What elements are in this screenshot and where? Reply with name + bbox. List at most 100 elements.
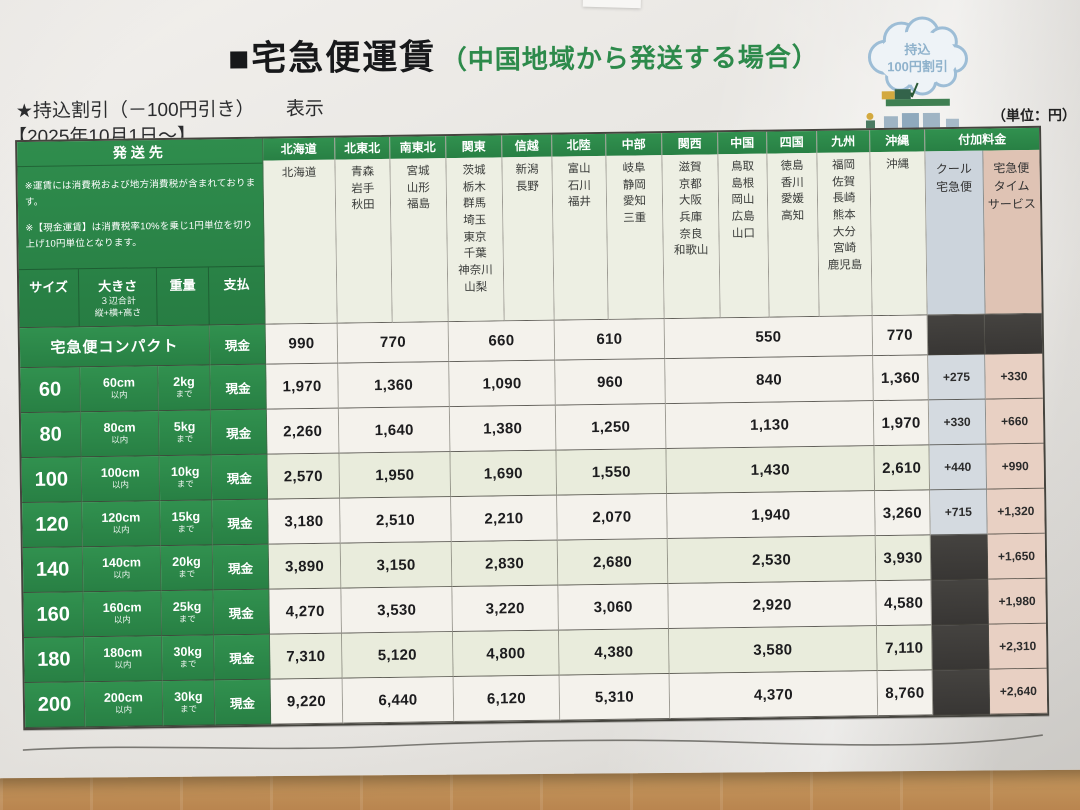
weight-cell: 25kg まで bbox=[161, 590, 215, 637]
fare-cell: 2,610 bbox=[874, 445, 931, 492]
prefecture-list: 滋賀 京都 大阪 兵庫 奈良 和歌山 bbox=[662, 154, 720, 319]
dimensions-note: ３辺合計 bbox=[99, 295, 136, 306]
region-column: 北陸 富山 石川 福井 bbox=[552, 133, 609, 321]
payment-cell: 現金 bbox=[212, 499, 269, 546]
prefecture-name: 徳島 bbox=[780, 160, 804, 173]
prefecture-name: 山形 bbox=[406, 182, 430, 195]
prefecture-list: 岐阜 静岡 愛知 三重 bbox=[606, 155, 664, 319]
surcharge-label-line: 宅急便 bbox=[935, 179, 973, 195]
prefecture-name: 茨城 bbox=[462, 164, 486, 177]
fare-cell: 2,210 bbox=[451, 495, 558, 543]
dimension-qualifier: 以内 bbox=[114, 704, 133, 715]
prefecture-name: 大分 bbox=[832, 226, 857, 239]
fare-cell: 3,060 bbox=[558, 584, 669, 631]
prefecture-name: 宮崎 bbox=[833, 242, 857, 256]
discount-text: ★持込割引（－100円引き） bbox=[15, 99, 255, 123]
region-header: 北陸 bbox=[552, 133, 606, 157]
region-header: 南東北 bbox=[390, 136, 446, 159]
time-surcharge-cell: +2,640 bbox=[989, 668, 1048, 715]
fare-cell: 990 bbox=[265, 323, 339, 365]
dimension-qualifier: 以内 bbox=[114, 659, 132, 670]
dimension-cell: 160cm 以内 bbox=[83, 591, 163, 638]
prefecture-name: 高知 bbox=[781, 210, 805, 223]
surcharge-label-line: クール bbox=[935, 161, 972, 177]
prefecture-name: 愛知 bbox=[622, 195, 647, 208]
fare-cell: 3,150 bbox=[340, 542, 453, 589]
region-column: 信越 新潟 長野 bbox=[502, 134, 555, 322]
prefecture-list: 北海道 bbox=[263, 159, 337, 324]
surcharge-label-line: サービス bbox=[987, 196, 1036, 212]
fare-cell: 7,110 bbox=[876, 625, 933, 672]
fare-cell: 2,680 bbox=[557, 539, 669, 586]
prefecture-name: 岡山 bbox=[731, 194, 755, 207]
prefecture-name: 沖縄 bbox=[885, 158, 910, 171]
prefecture-name: 岩手 bbox=[351, 182, 375, 196]
prefecture-list: 富山 石川 福井 bbox=[552, 155, 608, 320]
prefecture-name: 兵庫 bbox=[679, 211, 703, 224]
fare-cell: 1,640 bbox=[338, 407, 451, 454]
weight-cell: 20kg まで bbox=[160, 545, 214, 592]
payment-cell: 現金 bbox=[212, 544, 270, 591]
region-column: 九州 福岡 佐賀 長崎 熊本 大分 宮崎 鹿児島 bbox=[817, 130, 873, 317]
weight-cell: 5kg まで bbox=[158, 410, 212, 457]
region-column: 沖縄 沖縄 bbox=[870, 129, 928, 317]
prefecture-name: 京都 bbox=[678, 178, 702, 191]
prefecture-name: 広島 bbox=[731, 210, 755, 224]
time-surcharge-cell: +990 bbox=[986, 443, 1045, 490]
payment-cell: 現金 bbox=[211, 454, 269, 501]
prefecture-name: 群馬 bbox=[462, 197, 487, 211]
surcharge-subheaders: クール宅急便 宅急便 タイム サービス bbox=[925, 149, 1042, 315]
note-text: ※【現金運賃】は消費税率10%を乗じ1円単位を切り上げ10円単位となります。 bbox=[25, 220, 253, 251]
region-header: 関西 bbox=[662, 132, 718, 156]
fare-cell: 3,260 bbox=[875, 490, 931, 537]
unit-label: （単位：円） bbox=[991, 106, 1076, 124]
time-surcharge-cell: +660 bbox=[985, 398, 1044, 445]
size-cell: 100 bbox=[21, 457, 83, 504]
destination-panel: 発送先 ※運賃には消費税および地方消費税が含まれております。 ※【現金運賃】は消費税… bbox=[17, 138, 266, 329]
fare-cell: 2,830 bbox=[451, 540, 559, 588]
prefecture-list: 沖縄 bbox=[870, 151, 927, 316]
title-origin-note: （中国地域から発送する場合） bbox=[440, 41, 819, 75]
payment-cell: 現金 bbox=[214, 679, 272, 726]
fare-cell: 6,120 bbox=[453, 675, 561, 723]
fare-cell: 550 bbox=[664, 316, 874, 360]
prefecture-name: 島根 bbox=[731, 177, 755, 190]
prefecture-list: 青森 岩手 秋田 bbox=[335, 158, 392, 323]
region-header: 北東北 bbox=[335, 136, 390, 160]
size-cell: 200 bbox=[24, 682, 86, 729]
time-surcharge-cell: +1,650 bbox=[987, 533, 1046, 580]
prefecture-name: 三重 bbox=[623, 212, 647, 225]
destination-header: 発送先 bbox=[17, 138, 263, 168]
region-header: 九州 bbox=[817, 130, 870, 153]
discount-cloud-badge: 持込 100円割引 bbox=[855, 13, 978, 134]
region-column: 北海道 北海道 bbox=[263, 137, 338, 325]
fare-cell: 6,440 bbox=[342, 677, 455, 724]
fare-cell: 1,130 bbox=[665, 401, 875, 450]
title-main: ■宅急便運賃 bbox=[227, 37, 437, 79]
fare-cell: 4,800 bbox=[453, 630, 560, 678]
prefecture-list: 宮城 山形 福島 bbox=[390, 158, 448, 322]
size-column-header: サイズ bbox=[18, 269, 80, 328]
region-header: 中国 bbox=[718, 131, 767, 155]
column-subheaders: サイズ 大きさ ３辺合計 縦+横+高さ 重量 支払 bbox=[18, 265, 265, 328]
no-service-cell bbox=[931, 624, 990, 671]
region-column: 四国 徳島 香川 愛媛 高知 bbox=[767, 130, 820, 318]
prefecture-name: 山梨 bbox=[464, 281, 488, 294]
size-cell: 60 bbox=[20, 367, 81, 414]
prefecture-list: 鳥取 島根 岡山 広島 山口 bbox=[718, 153, 769, 318]
surcharge-column-group: 付加料金 クール 宅急便 宅急便 タイム サービス bbox=[925, 127, 1042, 316]
prefecture-name: 富山 bbox=[567, 163, 591, 176]
dimension-qualifier: 以内 bbox=[113, 614, 131, 625]
region-column: 南東北 宮城 山形 福島 bbox=[390, 136, 449, 323]
time-service-column-header: 宅急便 タイム サービス bbox=[982, 149, 1042, 314]
weight-cell: 2kg まで bbox=[158, 365, 211, 412]
cool-surcharge-cell: +330 bbox=[928, 399, 987, 446]
time-surcharge-cell: +1,320 bbox=[987, 488, 1045, 535]
size-cell: 140 bbox=[22, 547, 84, 594]
no-service-cell bbox=[932, 669, 991, 716]
badge-line2: 100円割引 bbox=[887, 59, 948, 74]
fare-cell: 3,930 bbox=[875, 535, 932, 582]
dimensions-note: 縦+横+高さ bbox=[94, 307, 142, 319]
no-service-cell bbox=[930, 534, 989, 581]
fare-cell: 1,360 bbox=[873, 355, 929, 402]
